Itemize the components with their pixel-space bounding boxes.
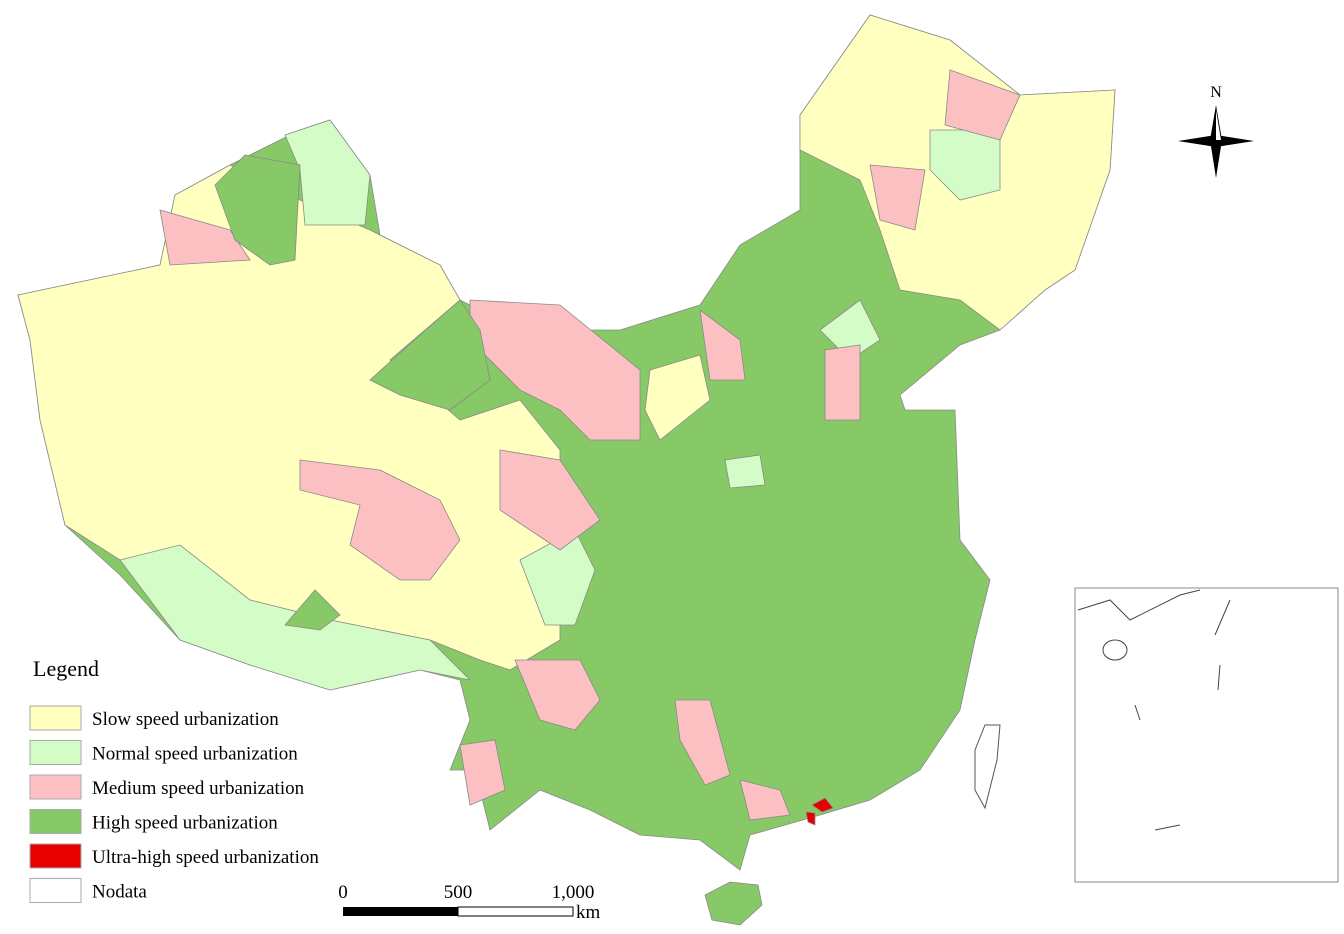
legend-swatch	[29, 740, 82, 765]
legend-label: Ultra-high speed urbanization	[92, 847, 319, 868]
inset-frame	[1074, 587, 1339, 883]
region	[469, 299, 641, 441]
region	[284, 589, 341, 631]
region	[499, 449, 601, 551]
legend: Legend Slow speed urbanization Normal spe…	[29, 656, 319, 903]
scale-label: 500	[444, 882, 473, 903]
region	[699, 309, 746, 381]
legend-label: Normal speed urbanization	[92, 744, 298, 765]
region	[369, 299, 491, 411]
legend-label: Medium speed urbanization	[92, 778, 305, 799]
scale-label: 1,000	[552, 882, 595, 903]
legend-swatch	[29, 705, 82, 731]
legend-title: Legend	[33, 656, 99, 681]
region	[724, 454, 766, 489]
region	[299, 459, 461, 581]
scale-unit: km	[576, 902, 601, 923]
region	[674, 699, 731, 786]
region	[644, 354, 711, 441]
legend-swatch	[29, 809, 82, 834]
region	[459, 739, 506, 806]
island-outline	[974, 724, 1001, 810]
region	[514, 659, 601, 731]
region	[824, 344, 861, 421]
legend-label: Slow speed urbanization	[92, 709, 279, 730]
legend-label: Nodata	[92, 882, 147, 903]
inset-outline	[1077, 589, 1231, 831]
legend-swatch	[29, 878, 82, 903]
region	[214, 154, 301, 266]
north-label: N	[1210, 84, 1222, 101]
scale-bar: 0 500 1,000 km	[338, 882, 600, 923]
scale-label: 0	[338, 882, 348, 903]
region	[739, 779, 791, 821]
region	[704, 881, 763, 926]
region	[805, 811, 816, 826]
region	[811, 797, 834, 813]
map-regions	[17, 14, 1116, 926]
region	[944, 69, 1021, 141]
legend-label: High speed urbanization	[92, 813, 278, 834]
legend-swatch	[29, 843, 82, 869]
region	[869, 164, 926, 231]
legend-swatch	[29, 774, 82, 800]
north-arrow: N	[1178, 84, 1254, 178]
region	[159, 209, 251, 266]
